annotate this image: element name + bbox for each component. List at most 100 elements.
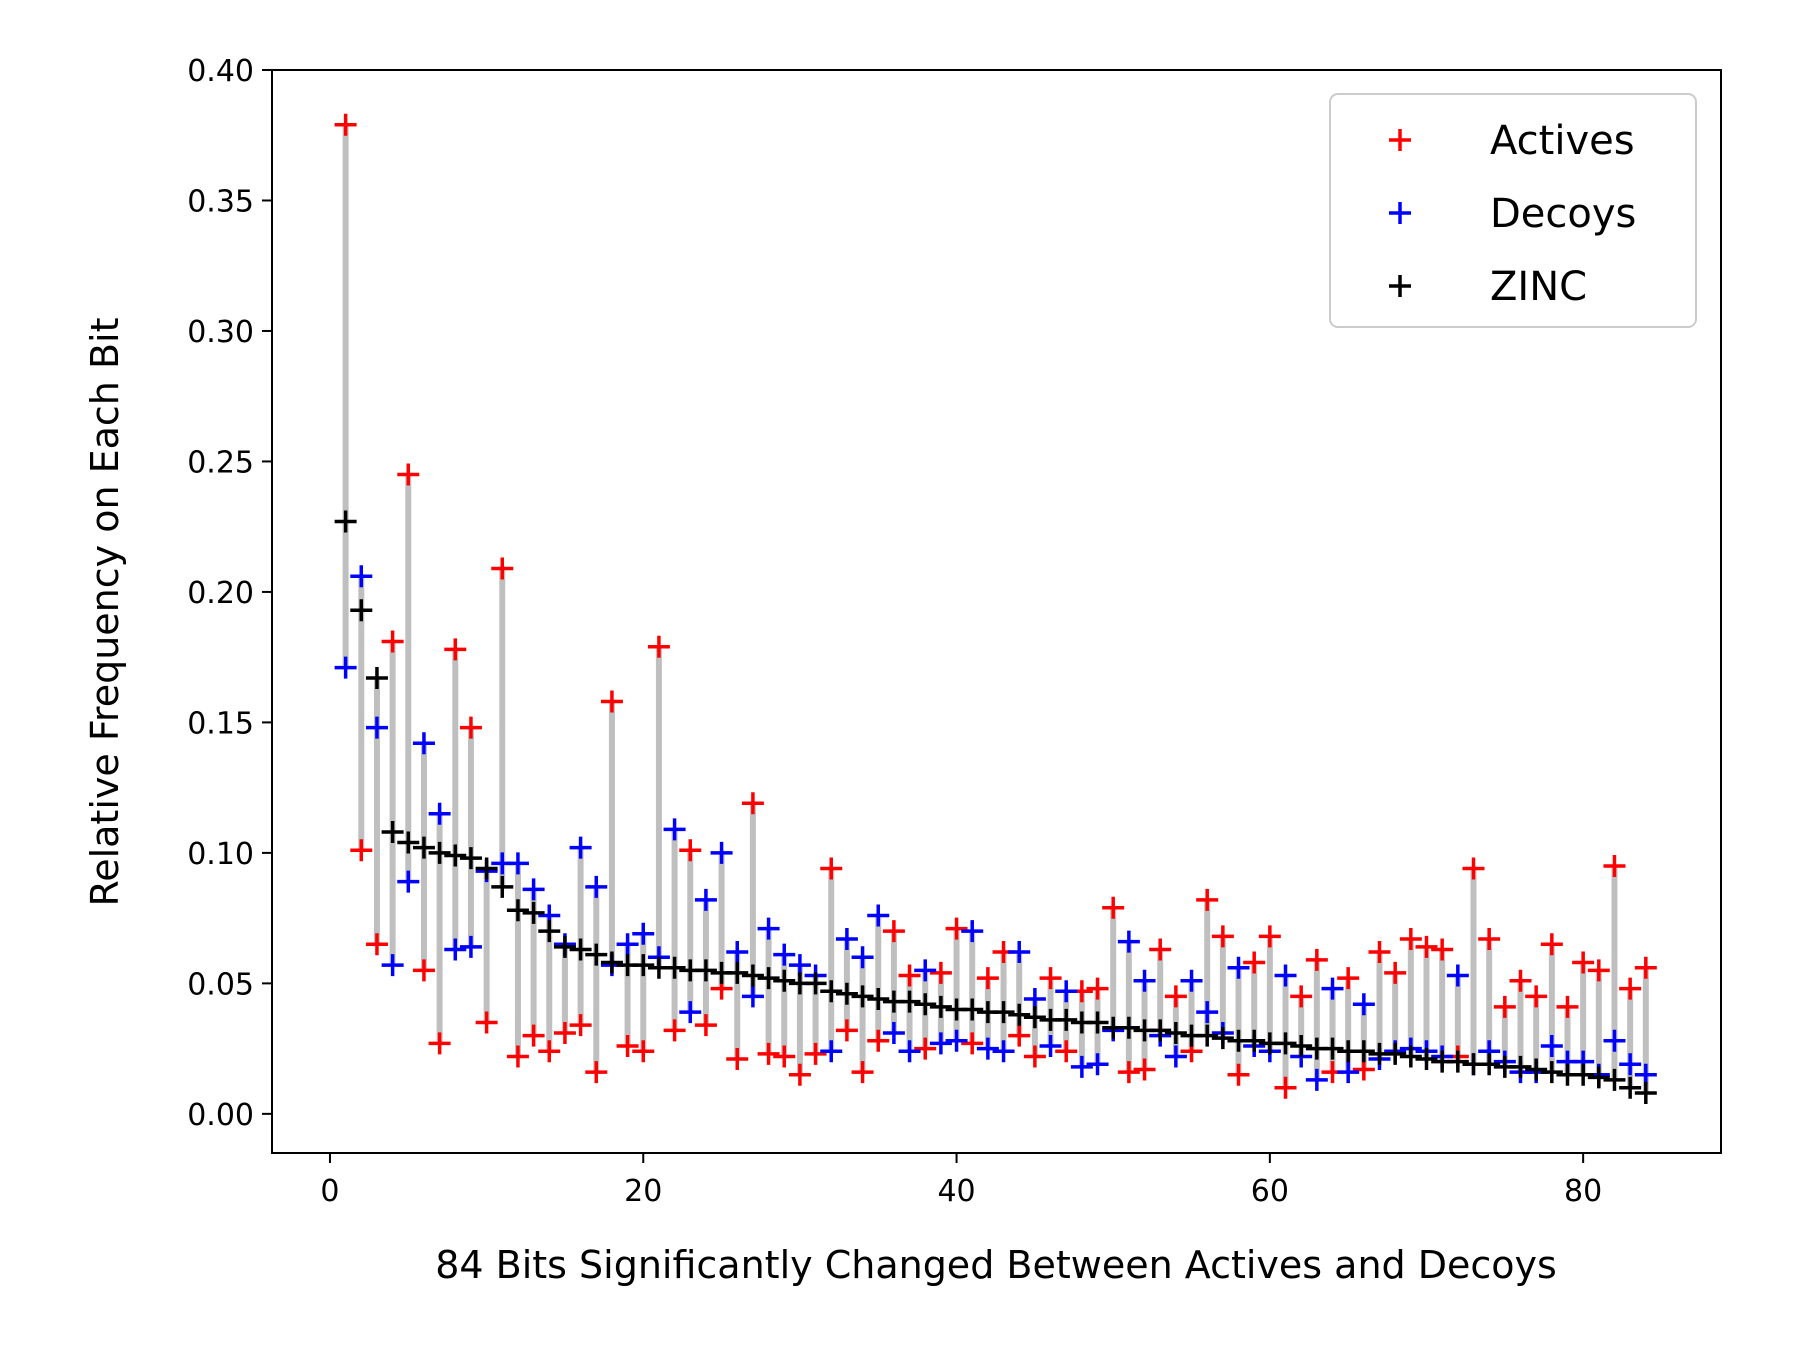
actives-marker — [1415, 935, 1438, 958]
actives-marker — [1055, 1040, 1078, 1063]
x-tick-label: 80 — [1564, 1174, 1602, 1209]
y-tick-label: 0.40 — [187, 54, 254, 89]
legend-marker-actives — [1389, 129, 1411, 151]
actives-marker — [397, 463, 420, 486]
actives-marker — [1540, 933, 1563, 956]
zinc-marker — [600, 951, 623, 974]
zinc-marker — [444, 844, 467, 867]
actives-marker — [1086, 977, 1109, 1000]
actives-marker — [804, 1042, 827, 1065]
zinc-marker — [569, 938, 592, 961]
actives-marker — [1634, 956, 1657, 979]
legend-label-decoys: Decoys — [1490, 191, 1636, 237]
y-axis-label: Relative Frequency on Each Bit — [83, 318, 127, 907]
zinc-marker — [1008, 1003, 1031, 1026]
zinc-marker — [929, 995, 952, 1018]
actives-marker — [1039, 967, 1062, 990]
decoys-marker — [1180, 969, 1203, 992]
decoys-marker — [679, 1001, 702, 1024]
zinc-marker — [1478, 1053, 1501, 1076]
actives-marker — [1149, 938, 1172, 961]
actives-marker — [365, 933, 388, 956]
zinc-marker — [459, 847, 482, 870]
zinc-marker — [1055, 1008, 1078, 1031]
decoys-marker — [992, 1040, 1015, 1063]
zinc-marker — [961, 998, 984, 1021]
decoys-marker — [1086, 1053, 1109, 1076]
zinc-marker — [1384, 1042, 1407, 1065]
decoys-marker — [882, 1021, 905, 1044]
actives-marker — [538, 1040, 561, 1063]
legend-box — [1329, 93, 1697, 328]
decoys-marker — [710, 841, 733, 864]
zinc-marker — [585, 943, 608, 966]
zinc-marker — [835, 982, 858, 1005]
actives-marker — [1023, 1045, 1046, 1068]
zinc-marker — [726, 961, 749, 984]
zinc-marker — [1290, 1035, 1313, 1057]
legend-label-actives: Actives — [1490, 118, 1635, 164]
decoys-marker — [1039, 1035, 1062, 1057]
y-tick-label: 0.00 — [187, 1098, 254, 1133]
y-tick-label: 0.05 — [187, 967, 254, 1002]
actives-marker — [929, 961, 952, 984]
zinc-marker — [334, 510, 357, 533]
actives-marker — [553, 1021, 576, 1044]
decoys-marker — [1619, 1053, 1642, 1076]
decoys-marker — [585, 875, 608, 898]
x-tick-label: 20 — [624, 1174, 662, 1209]
actives-marker — [647, 635, 670, 658]
zinc-marker — [397, 831, 420, 854]
decoys-marker — [1337, 1061, 1360, 1084]
zinc-marker — [1321, 1037, 1344, 1060]
actives-marker — [679, 839, 702, 862]
zinc-marker — [1603, 1068, 1626, 1091]
decoys-marker — [1274, 964, 1297, 987]
zinc-marker — [804, 972, 827, 995]
decoys-marker — [694, 888, 717, 911]
actives-marker — [1587, 959, 1610, 982]
actives-marker — [726, 1048, 749, 1071]
actives-marker — [600, 690, 623, 713]
actives-marker — [1478, 928, 1501, 951]
actives-marker — [1619, 977, 1642, 1000]
actives-marker — [381, 630, 404, 653]
zinc-marker — [428, 841, 451, 864]
zinc-marker — [1415, 1048, 1438, 1071]
zinc-marker — [538, 920, 561, 943]
actives-marker — [1290, 985, 1313, 1008]
zinc-marker — [757, 967, 780, 990]
actives-marker — [1525, 985, 1548, 1008]
zinc-marker — [350, 599, 373, 622]
x-axis-label: 84 Bits Significantly Changed Between Ac… — [435, 1243, 1557, 1287]
decoys-marker — [929, 1032, 952, 1055]
decoys-marker — [726, 941, 749, 964]
actives-marker — [522, 1024, 545, 1047]
actives-marker — [1431, 938, 1454, 961]
actives-marker — [1274, 1076, 1297, 1099]
zinc-marker — [506, 899, 529, 922]
actives-marker — [741, 792, 764, 815]
actives-marker — [616, 1035, 639, 1057]
decoys-marker — [1196, 1001, 1219, 1024]
actives-marker — [851, 1061, 874, 1084]
actives-marker — [757, 1042, 780, 1065]
actives-marker — [350, 839, 373, 862]
decoys-marker — [444, 938, 467, 961]
actives-marker — [334, 113, 357, 136]
actives-marker — [1462, 857, 1485, 880]
actives-marker — [1572, 951, 1595, 974]
decoys-marker — [350, 565, 373, 588]
actives-marker — [412, 959, 435, 982]
decoys-marker — [334, 656, 357, 679]
actives-marker — [1509, 969, 1532, 992]
decoys-marker — [867, 904, 890, 927]
zinc-marker — [1196, 1024, 1219, 1047]
zinc-marker — [1149, 1019, 1172, 1042]
actives-marker — [459, 716, 482, 739]
actives-marker — [835, 1019, 858, 1042]
actives-marker — [585, 1061, 608, 1084]
zinc-marker — [1509, 1055, 1532, 1078]
zinc-marker — [365, 667, 388, 690]
